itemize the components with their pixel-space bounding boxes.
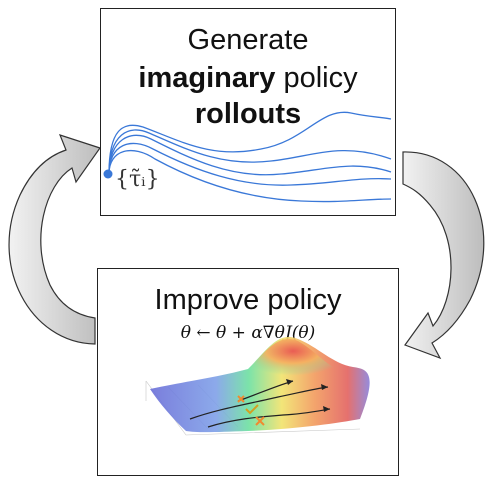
generate-rollouts-panel: Generate imaginary policy rollouts {τ̃ᵢ} — [100, 8, 396, 216]
surface — [150, 337, 370, 433]
arrow-right-curved — [402, 151, 485, 360]
opt-path-2 — [207, 408, 331, 428]
trajectory-set-label: {τ̃ᵢ} — [115, 167, 160, 192]
trajectory-2 — [108, 129, 392, 175]
arrow-left-curved — [8, 134, 101, 345]
improve-policy-title: Improve policy — [154, 284, 342, 316]
panel-title-line2: imaginary policy — [101, 61, 395, 95]
marker-x-1 — [255, 416, 265, 426]
trajectory-1 — [108, 111, 392, 175]
trajectory-3 — [108, 134, 392, 176]
policy-word: policy — [275, 62, 358, 94]
rollout-trajectories — [103, 111, 392, 203]
rollouts-word: rollouts — [194, 98, 302, 130]
opt-path-1 — [189, 386, 329, 420]
trajectory-4 — [108, 142, 392, 186]
marker-x-2 — [237, 395, 245, 403]
start-point — [103, 169, 113, 179]
panel-title-line1: Generate — [187, 24, 309, 56]
policy-gradient-equation: θ ← θ + α∇θJ(θ) — [180, 323, 316, 343]
loss-surface-plot — [145, 337, 370, 436]
imaginary-word: imaginary — [138, 62, 276, 94]
marker-check — [245, 404, 259, 415]
improve-policy-panel: Improve policy θ ← θ + α∇θJ(θ) — [97, 268, 399, 476]
trajectory-5 — [108, 150, 392, 203]
